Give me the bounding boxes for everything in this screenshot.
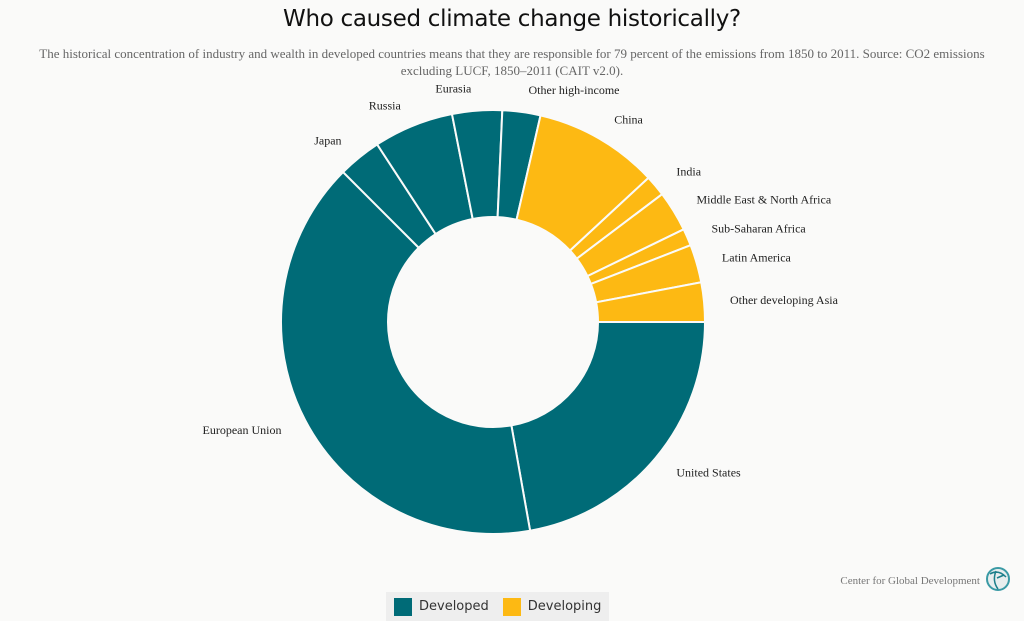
cgd-globe-logo <box>986 567 1010 591</box>
slice-united-states[interactable] <box>510 321 707 532</box>
slice-label: Sub-Saharan Africa <box>711 221 806 235</box>
legend-swatch-developed <box>394 597 412 616</box>
slice-label: Middle East & North Africa <box>697 193 832 207</box>
legend-item-developing[interactable]: Developing <box>502 597 602 616</box>
legend: Developed Developing <box>386 592 610 621</box>
slice-label: Russia <box>369 98 402 112</box>
slice-label: Japan <box>314 133 341 147</box>
legend-item-developed[interactable]: Developed <box>394 597 489 616</box>
legend-label: Developing <box>527 599 602 614</box>
slice-label: European Union <box>203 423 282 437</box>
slice-label: China <box>614 112 643 126</box>
slice-european-union[interactable] <box>279 170 532 535</box>
legend-label: Developed <box>419 599 489 614</box>
slice-label: Other developing Asia <box>730 293 839 307</box>
slice-other-developing-asia[interactable] <box>594 281 707 323</box>
credit-text: Center for Global Development <box>840 575 980 587</box>
chart-subtitle: The historical concentration of industry… <box>39 46 985 78</box>
slice-label: India <box>676 165 701 179</box>
slice-label: Eurasia <box>435 82 472 96</box>
slice-label: Latin America <box>722 250 792 264</box>
slice-label: Other high-income <box>529 83 620 97</box>
chart-title: Who caused climate change historically? <box>283 6 741 32</box>
slice-label: United States <box>676 465 741 479</box>
legend-swatch-developing <box>502 597 521 616</box>
